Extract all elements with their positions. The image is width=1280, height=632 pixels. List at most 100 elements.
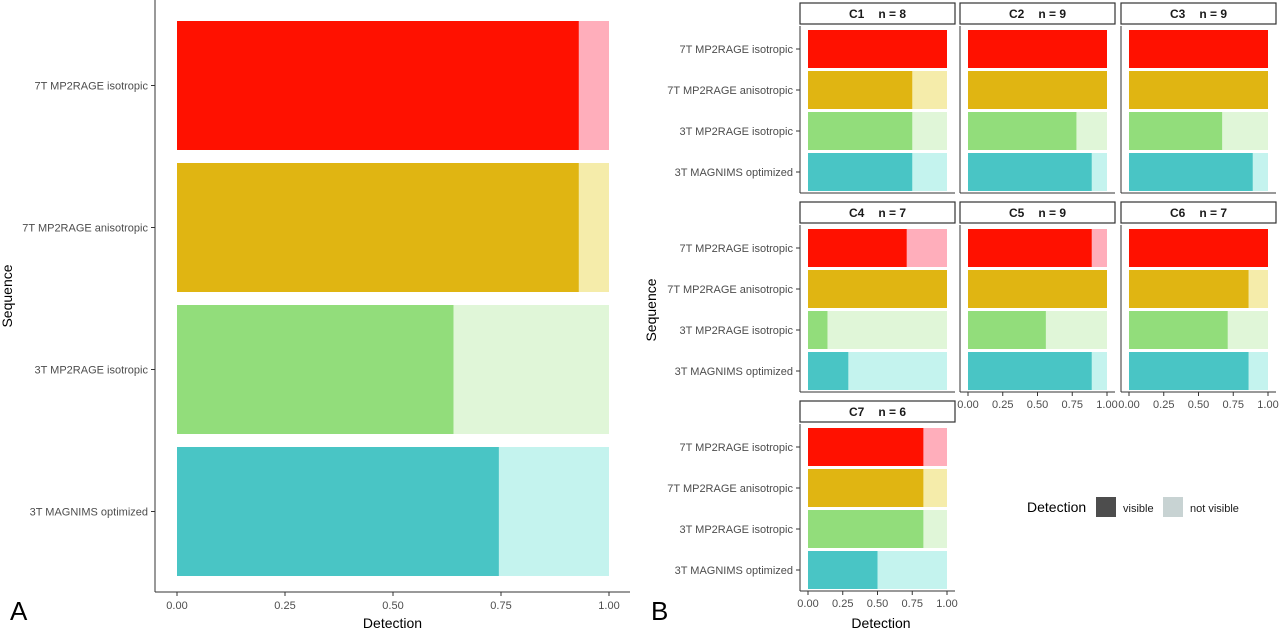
facet-x-tick-label: 1.00 [936,598,957,610]
facet-strip [959,201,1116,224]
facet-id: C2 [1009,7,1025,21]
facet-strip [799,400,956,423]
panel-a-x-tick-label: 1.00 [598,600,619,612]
facet-c3-bar-3t-magnims-optimized-visible [1129,153,1253,191]
facet-strip-title: C5 n = 9 [1009,206,1066,220]
panel-a-x-tick-label: 0.00 [166,600,187,612]
facet-x-tick-label: 0.50 [867,598,888,610]
facet-x-tick-label: 0.75 [1223,399,1244,411]
facet-c7-bar-3t-magnims-optimized-visible [808,551,878,589]
panel-a-y-axis-title: Sequence [0,264,15,327]
facet-x-tick-label: 0.00 [957,399,978,411]
facet-c2-bar-3t-magnims-optimized-visible [968,153,1092,191]
panel-a-y-tick-label: 7T MP2RAGE isotropic [34,81,148,93]
panel-a-bar-7t-mp2rage-isotropic-visible [177,21,579,150]
panel-b-y-axis-title: Sequence [643,278,659,341]
facet-c1-bar-3t-magnims-optimized-visible [808,153,913,191]
facet-n: n = 7 [1199,206,1227,220]
facet-y-tick-label: 3T MP2RAGE isotropic [679,126,793,138]
facet-c5-bar-3t-magnims-optimized-visible [968,352,1092,390]
facet-id: C1 [849,7,865,21]
facet-c2: C2 n = 9 [959,2,1116,194]
facet-c7-bar-3t-mp2rage-isotropic-visible [808,510,924,548]
panel-b-chart: C1 n = 8 7T MP2RAGE isotropic 7T MP2RAGE an… [643,2,1279,631]
facet-n: n = 6 [878,405,906,419]
legend-swatch-not-visible [1163,497,1183,517]
facet-c4: C4 n = 7 7T MP2RAGE isotropic 7T MP2RAGE an… [667,201,956,393]
facet-id: C4 [849,206,865,220]
facet-c3-bar-7t-mp2rage-isotropic-visible [1129,30,1268,68]
facet-x-tick-label: 0.75 [1062,399,1083,411]
facet-y-tick-label: 7T MP2RAGE anisotropic [667,284,793,296]
facet-c6-bar-3t-mp2rage-isotropic-visible [1129,311,1228,349]
facet-n: n = 7 [878,206,906,220]
panel-a-bars [177,21,609,576]
panel-label-a: A [10,596,28,626]
facet-strip-title: C1 n = 8 [849,7,906,21]
facet-y-tick-label: 7T MP2RAGE anisotropic [667,85,793,97]
legend-swatch-visible [1096,497,1116,517]
facet-y-tick-label: 3T MP2RAGE isotropic [679,325,793,337]
facet-c3-bar-3t-mp2rage-isotropic-visible [1129,112,1223,150]
facet-strip [799,201,956,224]
facet-n: n = 9 [1038,7,1066,21]
legend-label-visible: visible [1123,503,1154,515]
facet-y-tick-label: 3T MAGNIMS optimized [675,167,793,179]
facet-y-tick-label: 7T MP2RAGE isotropic [679,44,793,56]
facet-strip [959,2,1116,25]
facet-strip [1120,2,1277,25]
facet-strip-title: C6 n = 7 [1170,206,1227,220]
legend: Detection visible not visible [1027,497,1239,517]
facet-c7-bar-7t-mp2rage-isotropic-visible [808,428,924,466]
facet-id: C7 [849,405,865,419]
facet-strip-title: C4 n = 7 [849,206,906,220]
facet-x-tick-label: 0.00 [797,598,818,610]
facet-c4-bar-3t-mp2rage-isotropic-not-visible [808,311,947,349]
panel-a-x-ticks: 0.00 0.25 0.50 0.75 1.00 [166,592,620,612]
facet-y-tick-label: 3T MAGNIMS optimized [675,565,793,577]
facet-c5-bar-7t-mp2rage-isotropic-visible [968,229,1092,267]
facet-strip-title: C3 n = 9 [1170,7,1227,21]
panel-a-bar-3t-magnims-optimized-visible [177,447,499,576]
facet-y-tick-label: 7T MP2RAGE isotropic [679,243,793,255]
panel-a-bar-3t-mp2rage-isotropic-visible [177,305,454,434]
facet-c5-bar-3t-mp2rage-isotropic-visible [968,311,1046,349]
facet-c7: C7 n = 6 7T MP2RAGE isotropic 7T MP2RAGE an… [667,400,958,610]
facet-c3: C3 n = 9 [1120,2,1277,194]
facet-c3-bar-7t-mp2rage-anisotropic-visible [1129,71,1268,109]
facet-x-tick-label: 0.25 [832,598,853,610]
facet-x-tick-label: 0.50 [1188,399,1209,411]
panel-a-x-axis-title: Detection [363,615,422,631]
facet-c1-bar-7t-mp2rage-isotropic-visible [808,30,947,68]
facet-x-tick-label: 0.75 [902,598,923,610]
facet-x-tick-label: 0.00 [1118,399,1139,411]
facet-n: n = 9 [1199,7,1227,21]
facet-y-tick-label: 7T MP2RAGE anisotropic [667,483,793,495]
legend-label-not-visible: not visible [1190,503,1239,515]
panel-a-y-tick-label: 7T MP2RAGE anisotropic [22,223,148,235]
facet-c1: C1 n = 8 7T MP2RAGE isotropic 7T MP2RAGE an… [667,2,956,194]
facet-n: n = 9 [1038,206,1066,220]
panel-a-chart: 7T MP2RAGE isotropic 7T MP2RAGE anisotrop… [0,0,630,631]
facet-n: n = 8 [878,7,906,21]
panel-b-x-axis-title: Detection [851,615,910,631]
facet-c6: C6 n = 7 0.00 0.25 0.50 0.75 1.00 [1118,201,1279,411]
facet-c4-bar-3t-magnims-optimized-visible [808,352,849,390]
legend-title: Detection [1027,499,1086,515]
facet-x-tick-label: 0.50 [1027,399,1048,411]
facet-c4-bar-7t-mp2rage-isotropic-visible [808,229,907,267]
facet-x-tick-label: 1.00 [1096,399,1117,411]
facet-c1-bar-3t-mp2rage-isotropic-visible [808,112,913,150]
facet-c4-bar-7t-mp2rage-anisotropic-visible [808,270,947,308]
panel-a-y-ticks: 7T MP2RAGE isotropic 7T MP2RAGE anisotrop… [22,81,155,519]
facet-x-tick-label: 1.00 [1257,399,1278,411]
panel-label-b: B [651,596,668,626]
facet-c4-bar-3t-mp2rage-isotropic-visible [808,311,828,349]
facet-strip-title: C2 n = 9 [1009,7,1066,21]
facet-strip [799,2,956,25]
panel-a-x-tick-label: 0.75 [490,600,511,612]
facet-c2-bar-7t-mp2rage-isotropic-visible [968,30,1107,68]
facet-id: C6 [1170,206,1186,220]
facet-y-tick-label: 3T MAGNIMS optimized [675,366,793,378]
